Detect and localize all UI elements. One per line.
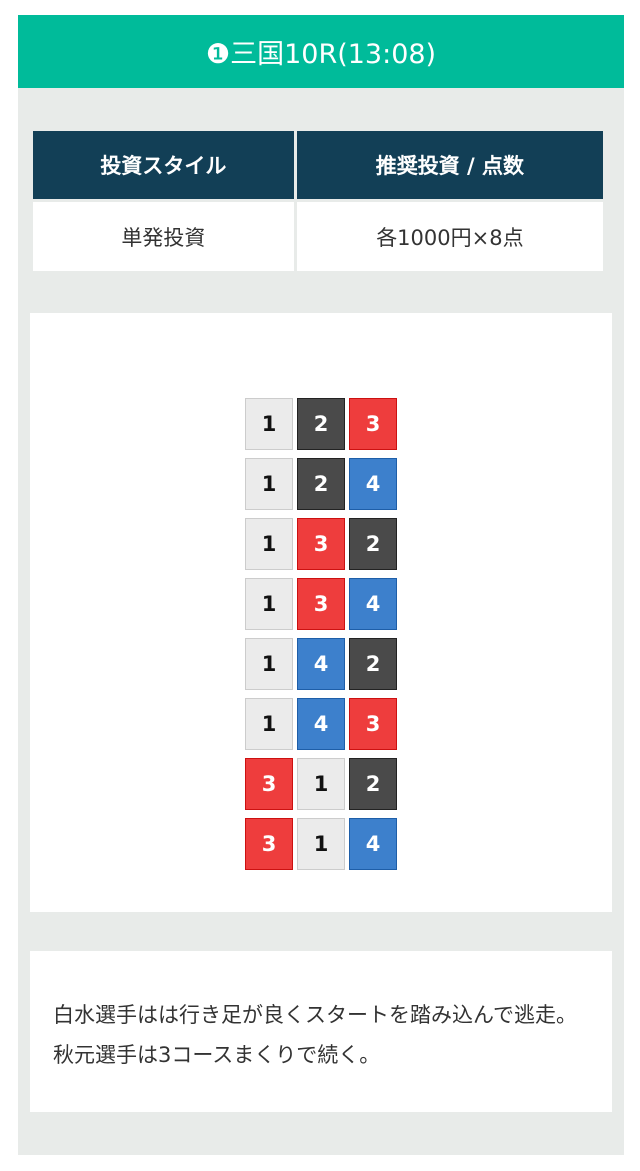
- boat-number: 1: [245, 638, 293, 690]
- boat-number: 3: [297, 578, 345, 630]
- boat-number: 1: [245, 518, 293, 570]
- boat-number: 1: [245, 398, 293, 450]
- boat-number: 2: [349, 518, 397, 570]
- boat-number: 3: [245, 818, 293, 870]
- value-amount: 各1000円×8点: [296, 202, 603, 271]
- race-panel: ❶三国10R(13:08) 投資スタイル 推奨投資 / 点数 単発投資 各1000円…: [18, 15, 624, 1155]
- boat-number: 4: [297, 698, 345, 750]
- boat-number: 1: [297, 818, 345, 870]
- header-amount: 推奨投資 / 点数: [296, 131, 603, 199]
- comment-card: 白水選手はは行き足が良くスタートを踏み込んで逃走。秋元選手は3コースまくりで続く…: [30, 951, 612, 1112]
- race-title: ❶三国10R(13:08): [18, 15, 624, 88]
- boat-number: 1: [245, 578, 293, 630]
- boat-number: 4: [349, 458, 397, 510]
- boat-number: 2: [297, 398, 345, 450]
- value-style: 単発投資: [33, 202, 294, 271]
- comment-text: 白水選手はは行き足が良くスタートを踏み込んで逃走。秋元選手は3コースまくりで続く…: [53, 1003, 577, 1067]
- boat-number: 4: [349, 818, 397, 870]
- boat-number: 3: [245, 758, 293, 810]
- boat-number: 1: [245, 698, 293, 750]
- boat-number: 2: [349, 638, 397, 690]
- boat-number: 4: [349, 578, 397, 630]
- boat-number: 3: [349, 398, 397, 450]
- boat-number: 1: [245, 458, 293, 510]
- boat-number: 2: [297, 458, 345, 510]
- investment-table: 投資スタイル 推奨投資 / 点数 単発投資 各1000円×8点: [30, 128, 606, 274]
- header-style: 投資スタイル: [33, 131, 294, 199]
- boat-number: 3: [349, 698, 397, 750]
- boat-number: 2: [349, 758, 397, 810]
- boat-number: 3: [297, 518, 345, 570]
- boat-number: 1: [297, 758, 345, 810]
- boat-number: 4: [297, 638, 345, 690]
